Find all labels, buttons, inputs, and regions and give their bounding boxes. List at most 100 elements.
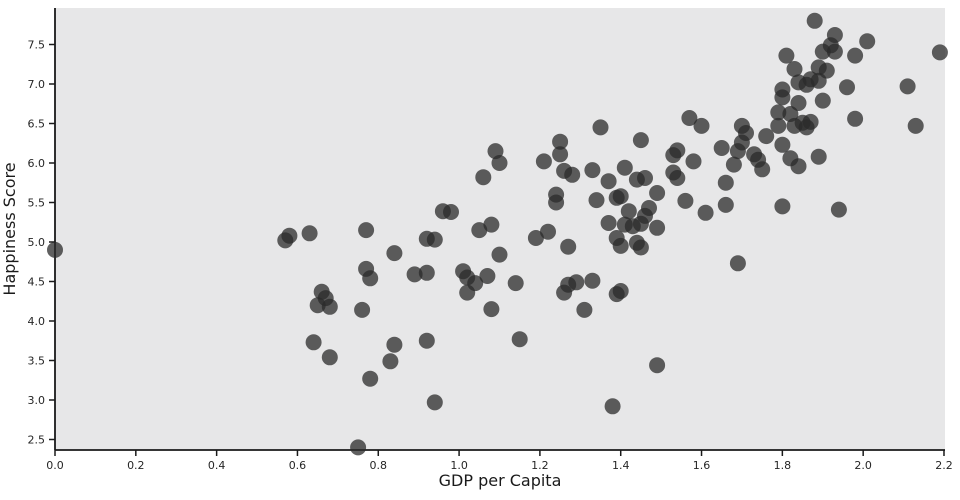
data-point	[677, 192, 694, 209]
x-tick-label: 0.6	[289, 459, 307, 472]
scatter-points	[47, 12, 948, 456]
y-tick-label: 4.5	[28, 275, 46, 288]
data-point	[475, 169, 492, 186]
data-point	[479, 268, 496, 284]
data-point	[637, 170, 653, 186]
y-tick-label: 7.5	[28, 38, 46, 51]
data-point	[847, 47, 864, 64]
data-point	[693, 117, 710, 134]
data-point	[507, 275, 524, 292]
data-point	[535, 153, 552, 170]
x-tick-label: 1.2	[531, 459, 549, 472]
data-point	[443, 204, 459, 220]
data-point	[321, 349, 338, 366]
data-point	[576, 301, 593, 318]
data-point	[483, 301, 500, 318]
data-point	[418, 332, 435, 349]
x-tick-label: 1.4	[612, 459, 630, 472]
x-tick-label: 1.6	[693, 459, 711, 472]
data-point	[790, 158, 807, 175]
data-point	[778, 47, 795, 64]
data-point	[552, 146, 569, 163]
data-point	[527, 230, 544, 246]
data-point	[511, 331, 528, 348]
y-tick-label: 5.0	[28, 236, 46, 249]
data-point	[426, 231, 443, 248]
x-tick-label: 2.0	[854, 459, 872, 472]
data-point	[713, 140, 730, 156]
data-point	[806, 12, 823, 29]
data-point	[810, 148, 827, 165]
data-point	[770, 104, 787, 121]
data-point	[839, 79, 855, 96]
data-point	[758, 128, 775, 145]
data-point	[281, 227, 298, 244]
y-tick-label: 3.5	[28, 354, 46, 367]
data-point	[649, 219, 666, 236]
y-tick-label: 5.5	[28, 196, 46, 209]
x-tick-label: 0.8	[370, 459, 388, 472]
y-tick-label: 7.0	[28, 78, 46, 91]
data-point	[600, 173, 617, 190]
data-point	[770, 117, 787, 134]
data-point	[305, 334, 322, 351]
data-point	[386, 245, 403, 262]
data-point	[548, 194, 565, 211]
data-point	[786, 61, 803, 77]
data-point	[301, 225, 318, 242]
data-point	[471, 222, 488, 239]
data-point	[826, 27, 843, 43]
data-point	[406, 266, 423, 283]
data-point	[426, 394, 443, 411]
y-tick-label: 4.0	[28, 315, 46, 328]
data-point	[729, 255, 746, 272]
data-point	[564, 166, 581, 183]
data-point	[600, 215, 617, 231]
data-point	[584, 162, 601, 179]
data-point	[560, 238, 577, 255]
data-point	[847, 110, 864, 127]
y-tick-label: 3.0	[28, 394, 46, 407]
data-point	[612, 283, 629, 299]
y-axis-label: Happiness Score	[0, 162, 19, 295]
data-point	[362, 370, 379, 387]
data-point	[358, 222, 375, 239]
data-point	[738, 125, 754, 141]
data-point	[818, 62, 835, 79]
axis-ticks: 0.0 0.2 0.4 0.6 0.8 1.0 1.2 1.4 1.6 1.8 2.0 2.2 2.5 3…	[28, 38, 953, 472]
data-point	[697, 204, 714, 221]
data-point	[584, 272, 601, 289]
data-point	[632, 239, 649, 256]
x-axis-label: GDP per Capita	[439, 471, 562, 490]
x-tick-label: 1.8	[774, 459, 792, 472]
data-point	[612, 237, 629, 254]
x-tick-label: 1.0	[450, 459, 468, 472]
data-point	[790, 95, 807, 111]
data-point	[931, 44, 948, 61]
x-tick-label: 0.2	[127, 459, 145, 472]
data-point	[418, 264, 435, 281]
data-point	[907, 117, 924, 134]
data-point	[774, 81, 791, 98]
data-point	[725, 156, 742, 173]
data-point	[588, 192, 605, 209]
data-point	[830, 201, 847, 218]
data-point	[354, 301, 371, 318]
data-point	[47, 241, 63, 258]
data-point	[685, 153, 702, 170]
y-tick-label: 2.5	[28, 433, 46, 446]
data-point	[321, 298, 338, 315]
data-point	[859, 33, 876, 50]
data-point	[754, 161, 771, 178]
data-point	[637, 207, 653, 224]
data-point	[717, 174, 734, 191]
data-point	[309, 297, 326, 314]
data-point	[362, 270, 379, 287]
data-point	[774, 198, 791, 215]
data-point	[483, 216, 500, 233]
data-point	[899, 78, 916, 95]
data-point	[491, 246, 508, 263]
data-point	[552, 133, 569, 150]
